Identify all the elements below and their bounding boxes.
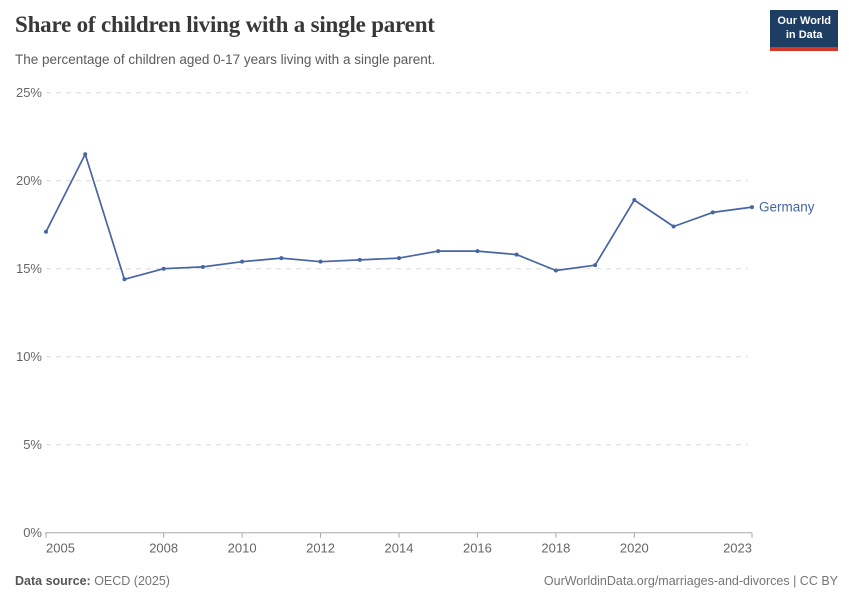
data-source: Data source: OECD (2025) (15, 574, 170, 588)
x-tick-label: 2010 (228, 541, 257, 556)
data-point[interactable] (83, 152, 88, 157)
chart-subtitle: The percentage of children aged 0-17 yea… (15, 52, 436, 67)
x-axis (45, 532, 753, 538)
y-tick-label: 25% (16, 85, 42, 100)
data-point[interactable] (397, 256, 401, 261)
series-germany[interactable]: Germany (44, 152, 815, 282)
data-point[interactable] (357, 257, 362, 262)
x-tick-label: 2012 (306, 541, 335, 556)
footer-link[interactable]: OurWorldinData.org/marriages-and-divorce… (543, 574, 790, 588)
data-point[interactable] (750, 205, 754, 210)
data-point[interactable] (240, 259, 245, 264)
x-axis-labels: 2005 2008 2010 2012 2014 2016 2018 2020 2023 (46, 541, 752, 556)
x-tick-label: 2020 (620, 541, 649, 556)
series-line[interactable] (45, 153, 753, 281)
data-point[interactable] (161, 266, 166, 271)
y-tick-label: 10% (16, 349, 42, 364)
data-point[interactable] (44, 229, 48, 234)
data-point[interactable] (122, 277, 127, 282)
x-tick-label: 2005 (46, 541, 75, 556)
y-tick-label: 20% (16, 173, 42, 188)
data-point[interactable] (632, 198, 637, 203)
data-point[interactable] (514, 252, 519, 257)
chart-footer: Data source: OECD (2025) OurWorldinData.… (15, 574, 838, 588)
x-tick-label: 2016 (463, 541, 492, 556)
data-point[interactable] (279, 256, 284, 261)
line-chart[interactable]: 0% 5% 10% 15% 20% 25% 2005 2008 2010 2012 2014 2016… (0, 78, 850, 556)
data-point[interactable] (710, 210, 715, 215)
y-tick-label: 5% (23, 437, 42, 452)
y-tick-label: 15% (16, 261, 42, 276)
data-point[interactable] (671, 224, 676, 229)
entity-label[interactable]: Germany (759, 200, 815, 215)
x-tick-label: 2018 (541, 541, 570, 556)
data-point[interactable] (318, 259, 323, 264)
footer-separator: | (789, 574, 800, 588)
y-axis-labels: 0% 5% 10% 15% 20% 25% (16, 85, 42, 540)
footer-license: CC BY (799, 574, 838, 588)
owid-logo-line2: in Data (785, 28, 823, 41)
y-tick-label: 0% (23, 525, 42, 540)
y-gridlines (46, 92, 748, 446)
data-point[interactable] (593, 263, 598, 268)
data-point[interactable] (475, 249, 480, 254)
data-source-label: Data source: (15, 574, 91, 588)
data-point[interactable] (436, 249, 441, 254)
owid-logo-line1: Our World (777, 15, 831, 27)
data-point[interactable] (553, 268, 558, 273)
chart-title: Share of children living with a single p… (15, 12, 435, 37)
x-tick-label: 2014 (385, 541, 414, 556)
x-tick-label: 2008 (149, 541, 178, 556)
data-source-value: OECD (2025) (90, 574, 170, 588)
x-tick-label: 2023 (723, 541, 752, 556)
owid-logo[interactable]: Our World in Data (770, 10, 838, 51)
data-point[interactable] (200, 264, 205, 269)
footer-credit: OurWorldinData.org/marriages-and-divorce… (544, 574, 838, 588)
